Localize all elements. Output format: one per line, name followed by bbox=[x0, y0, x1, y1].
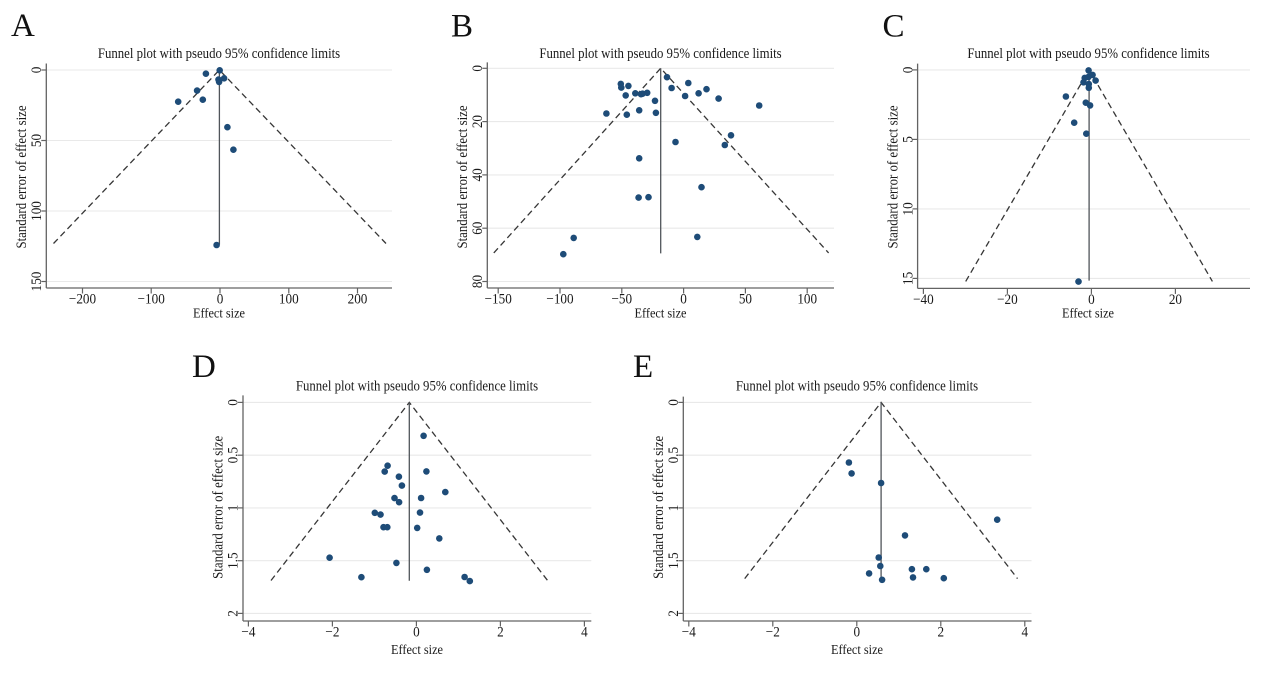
svg-text:2: 2 bbox=[938, 624, 945, 641]
svg-text:1.5: 1.5 bbox=[665, 552, 682, 568]
svg-text:20: 20 bbox=[1169, 291, 1182, 308]
svg-text:−2: −2 bbox=[766, 624, 780, 641]
svg-text:80: 80 bbox=[469, 275, 486, 288]
svg-text:Funnel plot with pseudo 95% co: Funnel plot with pseudo 95% confidence l… bbox=[98, 46, 340, 62]
svg-text:2: 2 bbox=[665, 610, 682, 617]
svg-text:2: 2 bbox=[225, 610, 242, 617]
svg-text:−50: −50 bbox=[611, 291, 632, 308]
svg-text:4: 4 bbox=[581, 624, 588, 641]
svg-text:−100: −100 bbox=[546, 291, 573, 308]
svg-text:B: B bbox=[451, 8, 473, 44]
svg-text:0: 0 bbox=[225, 399, 242, 406]
svg-text:10: 10 bbox=[900, 202, 917, 215]
svg-text:Funnel plot with pseudo 95% co: Funnel plot with pseudo 95% confidence l… bbox=[539, 46, 781, 62]
svg-text:0: 0 bbox=[217, 291, 224, 308]
svg-text:E: E bbox=[633, 349, 653, 385]
svg-text:0: 0 bbox=[1088, 291, 1095, 308]
svg-text:−4: −4 bbox=[241, 624, 255, 641]
svg-text:D: D bbox=[192, 349, 216, 385]
svg-text:0: 0 bbox=[900, 67, 917, 74]
svg-text:−2: −2 bbox=[325, 624, 339, 641]
svg-text:C: C bbox=[883, 8, 905, 44]
svg-text:0: 0 bbox=[854, 624, 861, 641]
svg-text:1: 1 bbox=[225, 505, 242, 512]
svg-text:−150: −150 bbox=[485, 291, 512, 308]
svg-text:1.5: 1.5 bbox=[225, 552, 242, 568]
svg-text:−20: −20 bbox=[997, 291, 1018, 308]
svg-text:Standard error of effect size: Standard error of effect size bbox=[211, 436, 227, 579]
svg-text:0: 0 bbox=[469, 65, 486, 72]
svg-text:60: 60 bbox=[469, 222, 486, 235]
svg-text:Standard error of effect size: Standard error of effect size bbox=[14, 105, 30, 248]
svg-text:A: A bbox=[11, 8, 35, 44]
svg-text:0.5: 0.5 bbox=[225, 447, 242, 463]
svg-text:Standard error of effect size: Standard error of effect size bbox=[885, 105, 901, 248]
svg-text:5: 5 bbox=[900, 136, 917, 143]
svg-text:15: 15 bbox=[900, 272, 917, 285]
svg-text:0: 0 bbox=[413, 624, 420, 641]
svg-text:0: 0 bbox=[665, 399, 682, 406]
svg-text:Standard error of effect size: Standard error of effect size bbox=[651, 436, 667, 579]
svg-text:Effect size: Effect size bbox=[1062, 305, 1114, 321]
svg-text:Effect size: Effect size bbox=[634, 305, 686, 321]
svg-text:1: 1 bbox=[665, 505, 682, 512]
svg-text:50: 50 bbox=[739, 291, 752, 308]
svg-text:200: 200 bbox=[348, 291, 368, 308]
svg-text:Effect size: Effect size bbox=[391, 641, 443, 657]
svg-text:−4: −4 bbox=[682, 624, 696, 641]
svg-text:Funnel plot with pseudo 95% co: Funnel plot with pseudo 95% confidence l… bbox=[296, 379, 538, 395]
svg-text:0.5: 0.5 bbox=[665, 447, 682, 463]
svg-text:50: 50 bbox=[28, 134, 45, 147]
svg-text:Effect size: Effect size bbox=[193, 305, 245, 321]
svg-text:−40: −40 bbox=[913, 291, 934, 308]
svg-text:2: 2 bbox=[497, 624, 504, 641]
svg-text:Standard error of effect size: Standard error of effect size bbox=[455, 105, 471, 248]
svg-text:100: 100 bbox=[279, 291, 299, 308]
svg-text:Effect size: Effect size bbox=[831, 641, 883, 657]
svg-text:0: 0 bbox=[28, 67, 45, 74]
svg-text:40: 40 bbox=[469, 168, 486, 181]
svg-text:Funnel plot with pseudo 95% co: Funnel plot with pseudo 95% confidence l… bbox=[967, 46, 1209, 62]
svg-text:−100: −100 bbox=[138, 291, 165, 308]
svg-text:20: 20 bbox=[469, 115, 486, 128]
svg-text:100: 100 bbox=[28, 201, 45, 221]
svg-text:−200: −200 bbox=[69, 291, 96, 308]
svg-text:0: 0 bbox=[680, 291, 687, 308]
svg-text:150: 150 bbox=[28, 272, 45, 292]
svg-text:4: 4 bbox=[1022, 624, 1029, 641]
svg-text:Funnel plot with pseudo 95% co: Funnel plot with pseudo 95% confidence l… bbox=[736, 379, 978, 395]
svg-text:100: 100 bbox=[797, 291, 817, 308]
